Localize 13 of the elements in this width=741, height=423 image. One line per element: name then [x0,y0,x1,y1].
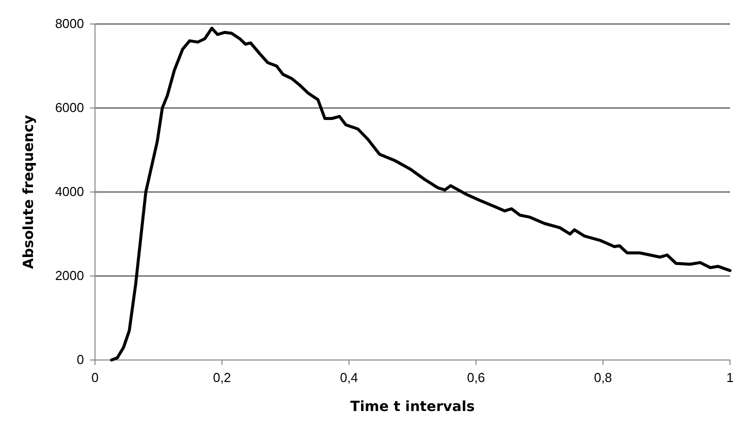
x-tick-label: 0 [91,370,99,386]
x-tick-label: 0,4 [340,370,358,386]
x-tick-label: 0,2 [212,370,232,386]
y-tick-label: 6000 [55,100,84,116]
y-tick-label: 0 [76,352,84,368]
y-tick-label: 8000 [55,16,84,32]
x-tick-label: 1 [726,370,734,386]
y-tick-label: 2000 [55,268,84,284]
x-tick-label: 0,6 [466,370,486,386]
x-tick-label: 0,8 [594,370,612,386]
y-tick-label: 4000 [55,184,84,200]
y-axis-title: Absolute frequency [21,115,37,269]
x-axis-title: Time t intervals [350,399,475,415]
